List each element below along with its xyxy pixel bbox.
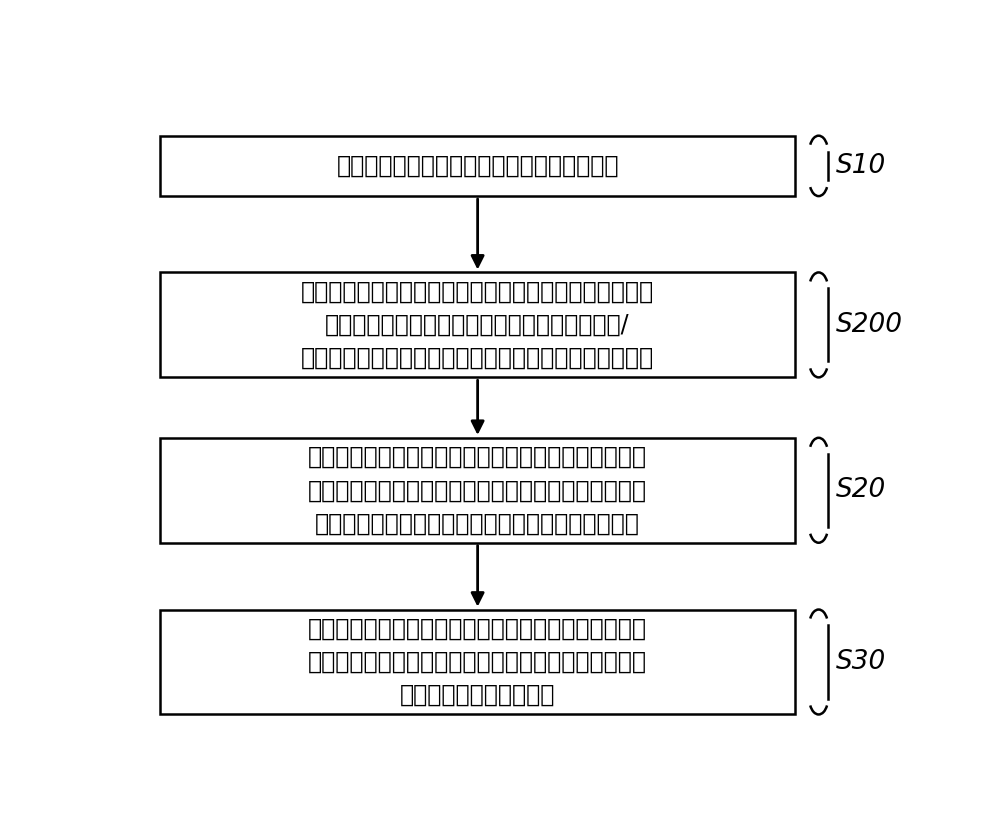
Text: 按照所述除湿频率控制所述空调器除湿运行，控制加热: 按照所述除湿频率控制所述空调器除湿运行，控制加热 [308,617,647,641]
Text: 照设定除湿转速控制所述空调器的风机运行，且/: 照设定除湿转速控制所述空调器的风机运行，且/ [325,313,630,337]
Text: 模块加热所述空调器内的空气，以使所述空调器的出风: 模块加热所述空调器内的空气，以使所述空调器的出风 [308,650,647,674]
Text: 或，按照设定除湿开度控制所述空调器的电子膨胀阀运行: 或，按照设定除湿开度控制所述空调器的电子膨胀阀运行 [301,346,654,370]
Text: 当所述湿度特征参数大于或等于第一设定湿度阈值时，: 当所述湿度特征参数大于或等于第一设定湿度阈值时， [308,445,647,469]
Text: 根据所述湿度特征参数和所述温度特征参数确定压缩机: 根据所述湿度特征参数和所述温度特征参数确定压缩机 [308,478,647,502]
Text: S200: S200 [836,312,903,338]
FancyBboxPatch shape [160,135,795,196]
FancyBboxPatch shape [160,438,795,543]
FancyBboxPatch shape [160,610,795,714]
Text: 当所述湿度特征参数大于或等于第一设定湿度阈值时，按: 当所述湿度特征参数大于或等于第一设定湿度阈值时，按 [301,280,654,304]
Text: S10: S10 [836,153,886,179]
FancyBboxPatch shape [160,273,795,377]
Text: 获取室内环境的湿度特征参数和温度特征参数: 获取室内环境的湿度特征参数和温度特征参数 [336,154,619,178]
Text: 温度大于或等于目标温度: 温度大于或等于目标温度 [400,683,555,707]
Text: 的除湿频率；所述除湿频率小于或等于设定频率阈值: 的除湿频率；所述除湿频率小于或等于设定频率阈值 [315,511,640,535]
Text: S30: S30 [836,649,886,675]
Text: S20: S20 [836,477,886,503]
